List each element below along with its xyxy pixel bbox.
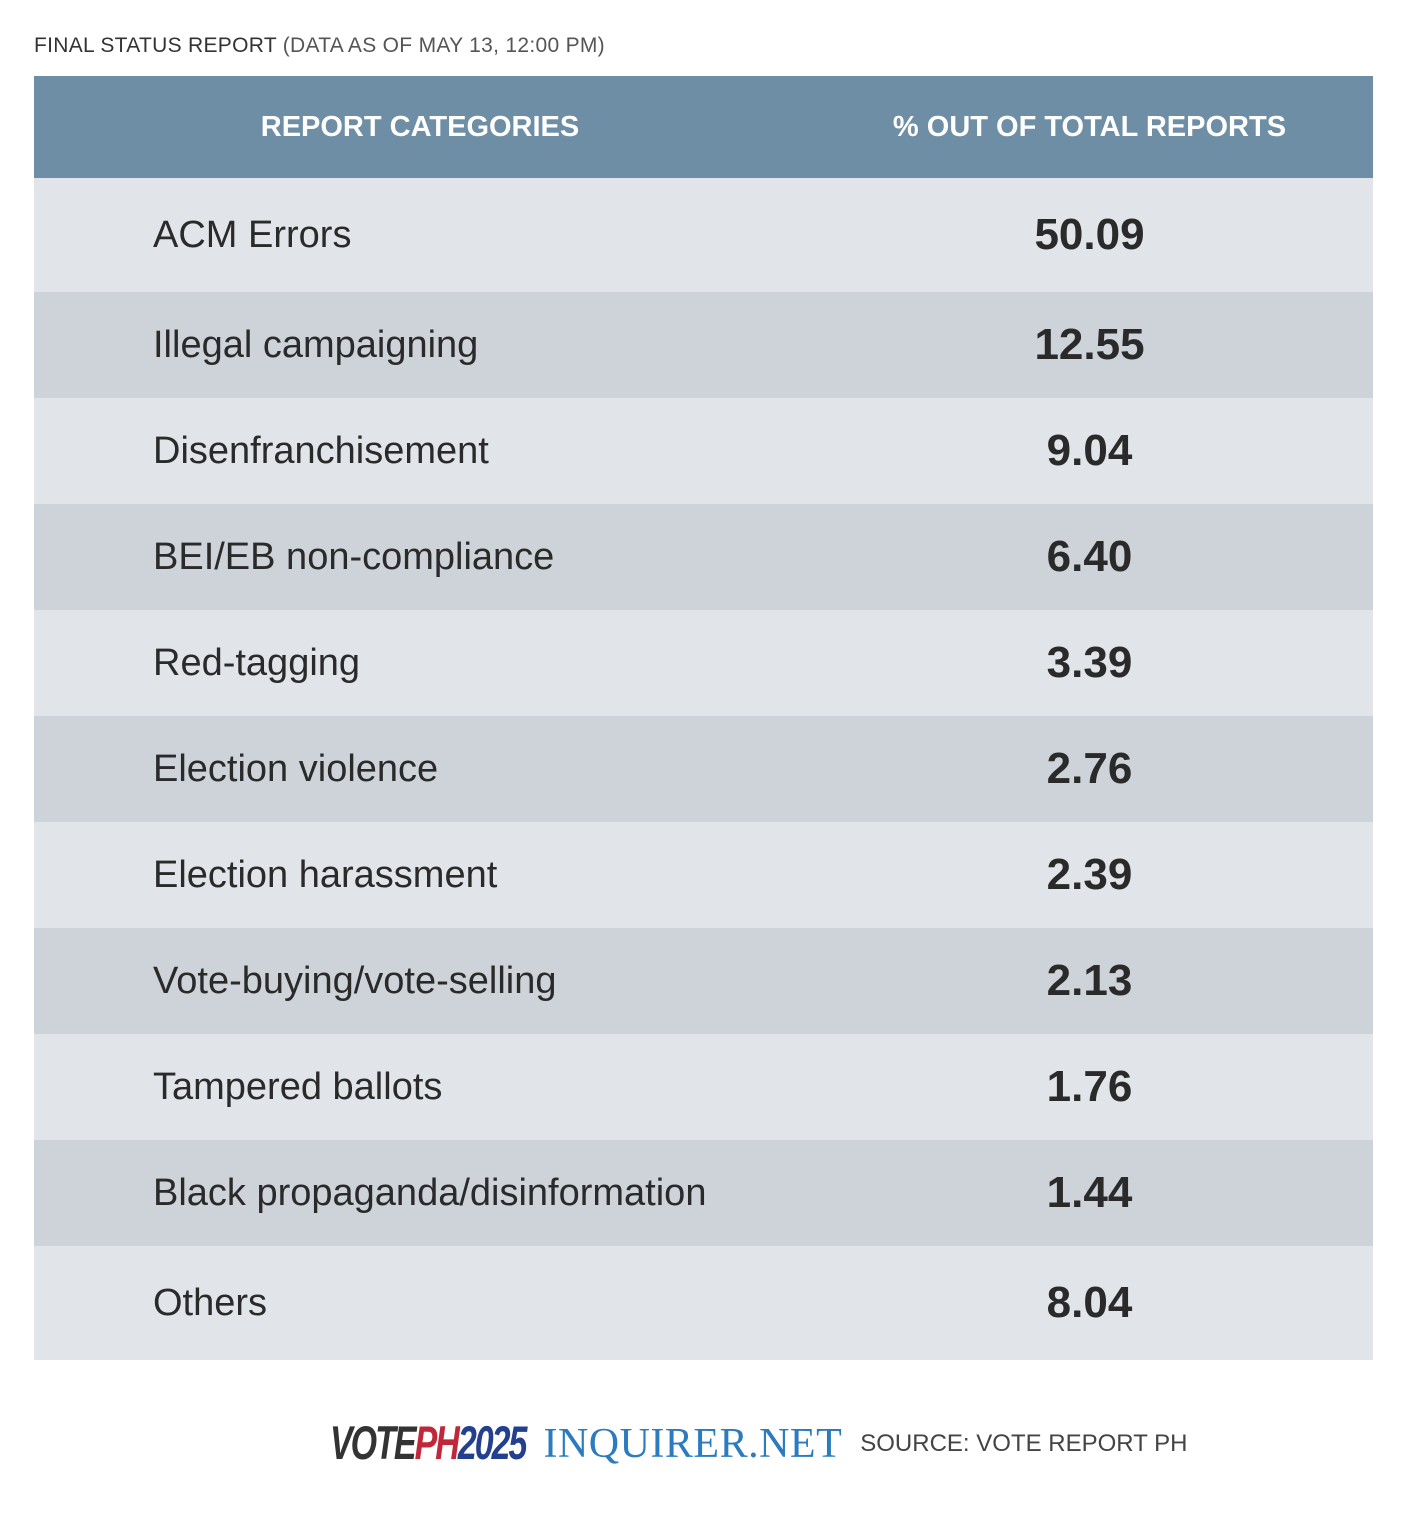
- report-title: FINAL STATUS REPORT (DATA AS OF MAY 13, …: [34, 34, 605, 58]
- votePH2025-logo: VOTEPH2025: [330, 1416, 527, 1470]
- percent-value: 2.13: [1046, 956, 1133, 1005]
- category-label: Red-tagging: [153, 641, 361, 684]
- table-row: Disenfranchisement 9.04: [34, 398, 1373, 504]
- category-label: Others: [153, 1281, 268, 1324]
- footer: VOTEPH2025 INQUIRER.NET SOURCE: VOTE REP…: [330, 1417, 1188, 1470]
- table-row: Election violence 2.76: [34, 716, 1373, 822]
- table-row: Tampered ballots 1.76: [34, 1034, 1373, 1140]
- percent-value: 2.76: [1046, 744, 1133, 793]
- table-row: BEI/EB non-compliance 6.40: [34, 504, 1373, 610]
- category-label: ACM Errors: [153, 213, 352, 256]
- percent-value: 12.55: [1034, 320, 1145, 369]
- percent-value: 50.09: [1034, 210, 1145, 259]
- category-label: Election violence: [153, 747, 439, 790]
- table-row: Election harassment 2.39: [34, 822, 1373, 928]
- percent-value: 8.04: [1046, 1278, 1133, 1327]
- table-row: Illegal campaigning 12.55: [34, 292, 1373, 398]
- category-label: Illegal campaigning: [153, 323, 479, 366]
- percent-value: 1.44: [1046, 1168, 1133, 1217]
- table-row: ACM Errors 50.09: [34, 178, 1373, 292]
- title-subtitle: (DATA AS OF MAY 13, 12:00 PM): [282, 34, 605, 57]
- title-main: FINAL STATUS REPORT: [34, 34, 277, 57]
- column-header-categories: REPORT CATEGORIES: [260, 110, 580, 143]
- table-row: Others 8.04: [34, 1246, 1373, 1360]
- percent-value: 3.39: [1046, 638, 1133, 687]
- percent-value: 2.39: [1046, 850, 1133, 899]
- column-header-percent: % OUT OF TOTAL REPORTS: [892, 110, 1287, 143]
- category-label: Black propaganda/disinformation: [153, 1171, 707, 1214]
- table-row: Red-tagging 3.39: [34, 610, 1373, 716]
- category-label: Vote-buying/vote-selling: [153, 959, 557, 1002]
- category-label: Tampered ballots: [153, 1065, 443, 1108]
- percent-value: 1.76: [1046, 1062, 1133, 1111]
- category-label: Election harassment: [153, 853, 498, 896]
- report-table: REPORT CATEGORIES % OUT OF TOTAL REPORTS…: [34, 76, 1373, 1360]
- table-row: Black propaganda/disinformation 1.44: [34, 1140, 1373, 1246]
- percent-value: 6.40: [1046, 532, 1133, 581]
- category-label: Disenfranchisement: [153, 429, 489, 472]
- inquirer-logo: INQUIRER.NET: [543, 1421, 843, 1467]
- percent-value: 9.04: [1046, 426, 1133, 475]
- source-note: SOURCE: VOTE REPORT PH: [860, 1430, 1188, 1457]
- table-row: Vote-buying/vote-selling 2.13: [34, 928, 1373, 1034]
- table-header: REPORT CATEGORIES % OUT OF TOTAL REPORTS: [34, 76, 1373, 178]
- category-label: BEI/EB non-compliance: [153, 535, 555, 578]
